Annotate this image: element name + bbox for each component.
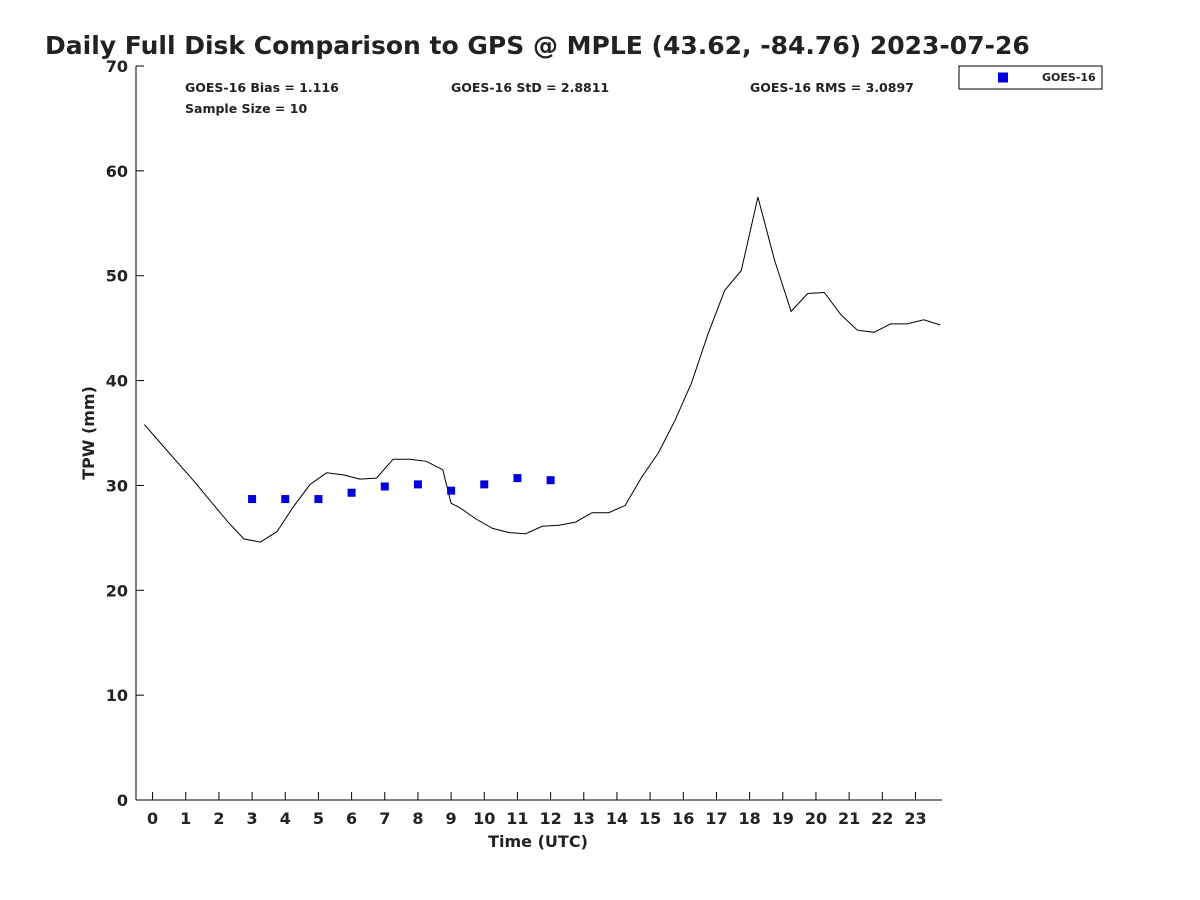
x-tick-label: 4	[280, 809, 291, 828]
x-tick-label: 16	[672, 809, 694, 828]
stats-box: GOES-16 Bias = 1.116 GOES-16 StD = 2.881…	[185, 80, 914, 116]
goes-16-point	[513, 474, 522, 483]
y-ticks: 0 10 20 30 40 50 60 70	[106, 57, 144, 810]
y-tick-label: 40	[106, 372, 128, 391]
x-tick-label: 22	[871, 809, 893, 828]
y-tick-label: 70	[106, 57, 128, 76]
x-tick-label: 21	[838, 809, 860, 828]
x-tick-label: 15	[639, 809, 661, 828]
legend-box	[958, 65, 1103, 90]
y-axis-label: TPW (mm)	[79, 386, 98, 480]
x-tick-label: 3	[247, 809, 258, 828]
goes-16-point	[281, 495, 290, 504]
plot-area	[143, 196, 941, 543]
legend-marker-goes-16	[998, 72, 1008, 83]
x-tick-label: 12	[539, 809, 561, 828]
x-tick-label: 5	[313, 809, 324, 828]
x-tick-label: 0	[147, 809, 158, 828]
x-tick-label: 2	[213, 809, 224, 828]
x-tick-label: 9	[446, 809, 457, 828]
goes-16-point	[480, 480, 489, 489]
stat-sample-size: Sample Size = 10	[185, 101, 307, 116]
legend-label-goes-16: GOES-16	[1042, 71, 1096, 84]
legend: GOES-16	[958, 65, 1103, 90]
x-tick-label: 11	[506, 809, 528, 828]
x-tick-label: 13	[573, 809, 595, 828]
y-tick-label: 20	[106, 581, 128, 600]
goes-16-point	[347, 488, 356, 497]
y-tick-label: 50	[106, 267, 128, 286]
y-tick-label: 60	[106, 162, 128, 181]
x-tick-label: 17	[705, 809, 727, 828]
goes-16-point	[248, 495, 257, 504]
x-tick-label: 19	[772, 809, 794, 828]
x-tick-label: 7	[379, 809, 390, 828]
x-axis-label: Time (UTC)	[488, 832, 588, 851]
x-tick-label: 20	[805, 809, 827, 828]
y-tick-label: 30	[106, 476, 128, 495]
x-tick-label: 10	[473, 809, 495, 828]
stat-bias: GOES-16 Bias = 1.116	[185, 80, 339, 95]
x-ticks: 0 1 2 3 4 5 6 7 8 9 10 11 12 13 14 15 16 17 18 19 20 21 22 23	[147, 792, 927, 828]
goes-16-point	[447, 486, 456, 495]
goes-16-point	[380, 482, 389, 491]
stat-std: GOES-16 StD = 2.8811	[451, 80, 609, 95]
goes-16-point	[314, 495, 323, 504]
y-tick-label: 0	[117, 791, 128, 810]
goes-16-point	[546, 476, 555, 485]
chart-title: Daily Full Disk Comparison to GPS @ MPLE…	[45, 31, 1030, 60]
stat-rms: GOES-16 RMS = 3.0897	[750, 80, 914, 95]
x-tick-label: 14	[606, 809, 628, 828]
x-tick-label: 6	[346, 809, 357, 828]
x-tick-label: 23	[904, 809, 926, 828]
gps-series-line	[143, 196, 941, 543]
axes	[135, 66, 942, 801]
x-tick-label: 1	[180, 809, 191, 828]
goes-16-point	[413, 480, 422, 489]
y-tick-label: 10	[106, 686, 128, 705]
x-tick-label: 8	[412, 809, 423, 828]
x-tick-label: 18	[738, 809, 760, 828]
